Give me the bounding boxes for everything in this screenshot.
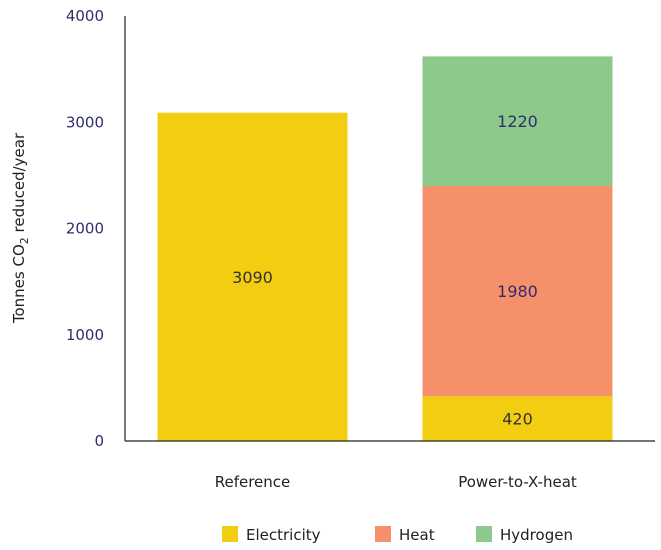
- bar-segment-hydrogen: [422, 56, 613, 186]
- y-tick-label: 2000: [66, 220, 104, 238]
- legend-label: Electricity: [246, 526, 321, 544]
- bar-segment-electricity: [422, 396, 613, 441]
- legend-swatch-heat: [375, 526, 391, 542]
- category-label: Reference: [215, 473, 291, 491]
- bar-segment-electricity: [157, 112, 348, 441]
- legend-swatch-hydrogen: [476, 526, 492, 542]
- legend-label: Hydrogen: [500, 526, 573, 544]
- bar-segment-heat: [422, 186, 613, 397]
- y-tick-label: 0: [94, 432, 104, 450]
- y-axis-label-subscript: 2: [18, 237, 31, 244]
- category-label: Power-to-X-heat: [458, 473, 577, 491]
- y-tick-label: 3000: [66, 113, 104, 131]
- y-axis-ticks: 0 1000 2000 3000 4000: [66, 7, 104, 450]
- category-labels: Reference Power-to-X-heat: [215, 473, 577, 491]
- y-axis-label: Tonnes CO2 reduced/year: [10, 132, 31, 324]
- y-axis-label-part: Tonnes CO: [10, 244, 28, 324]
- data-label: 1220: [497, 112, 538, 131]
- legend-swatch-electricity: [222, 526, 238, 542]
- data-label: 1980: [497, 282, 538, 301]
- y-tick-label: 4000: [66, 7, 104, 25]
- bars: [157, 56, 613, 441]
- legend: Electricity Heat Hydrogen: [222, 526, 573, 544]
- data-label: 420: [502, 410, 533, 429]
- y-axis-label-part: reduced/year: [10, 132, 28, 237]
- legend-label: Heat: [399, 526, 435, 544]
- y-tick-label: 1000: [66, 326, 104, 344]
- data-labels: 3090 420 1980 1220: [232, 112, 538, 429]
- data-label: 3090: [232, 268, 273, 287]
